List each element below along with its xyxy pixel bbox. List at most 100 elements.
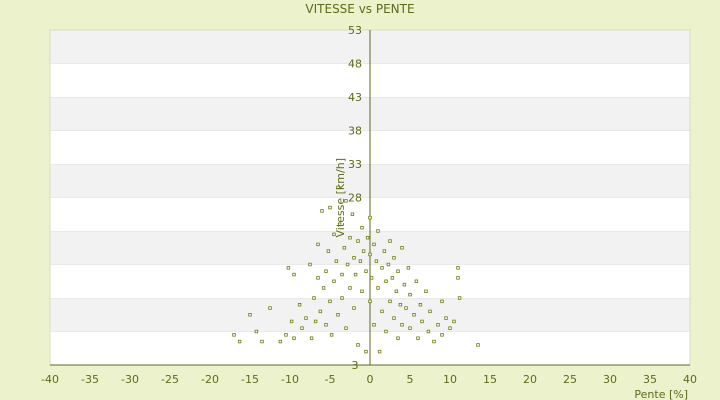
data-point	[372, 242, 376, 247]
data-point	[364, 349, 368, 354]
data-point	[424, 289, 428, 293]
data-point	[412, 313, 416, 317]
data-point	[320, 209, 324, 213]
data-point	[334, 259, 339, 263]
data-point	[384, 329, 388, 334]
data-point	[390, 276, 395, 280]
data-point	[440, 333, 444, 337]
data-point	[353, 272, 358, 277]
data-point	[358, 259, 363, 263]
data-point	[260, 339, 264, 344]
data-point	[318, 309, 323, 314]
data-point	[400, 323, 404, 327]
data-point	[404, 306, 408, 310]
x-tick-label: 25	[563, 373, 577, 386]
data-point	[361, 249, 366, 253]
data-point	[448, 326, 452, 330]
data-point	[388, 239, 392, 243]
data-point	[284, 333, 288, 337]
data-point	[348, 235, 352, 240]
x-axis-label: Pente [%]	[634, 388, 688, 400]
data-point	[348, 286, 352, 290]
y-tick-label: 53	[348, 24, 362, 37]
data-point	[336, 185, 340, 190]
data-point	[350, 212, 355, 216]
data-point	[418, 302, 423, 307]
data-point	[352, 306, 356, 310]
x-tick-label: 10	[443, 373, 457, 386]
y-axis-label: Vitesse [km/h]	[334, 158, 347, 238]
x-tick-label: -20	[201, 373, 219, 386]
data-point	[368, 299, 372, 304]
y-tick-label: 33	[348, 158, 362, 171]
scatter-points	[232, 185, 480, 354]
x-tick-label: -5	[325, 373, 336, 386]
data-point	[365, 235, 370, 240]
x-tick-label: -10	[281, 373, 299, 386]
data-point	[292, 336, 296, 340]
data-point	[337, 222, 342, 226]
data-point	[316, 276, 320, 280]
data-point	[392, 256, 396, 260]
data-point	[360, 225, 364, 230]
data-point	[336, 313, 340, 317]
data-point	[368, 215, 372, 220]
data-point	[368, 252, 372, 257]
x-tick-label: 40	[683, 373, 697, 386]
data-point	[380, 266, 384, 270]
data-point	[313, 319, 318, 324]
data-point	[400, 246, 404, 250]
data-point	[396, 336, 400, 340]
x-tick-label: 35	[643, 373, 657, 386]
data-point	[382, 249, 387, 253]
data-point	[386, 262, 391, 267]
data-point	[426, 329, 431, 334]
data-point	[268, 306, 272, 310]
data-point	[384, 279, 388, 283]
x-tick-label: -25	[161, 373, 179, 386]
data-point	[254, 329, 259, 334]
data-point	[398, 302, 403, 307]
y-tick-labels: 3 28 33 38 43 48 53	[348, 24, 362, 372]
x-tick-label: 15	[483, 373, 497, 386]
data-point	[324, 323, 328, 327]
data-point	[329, 333, 334, 337]
data-point	[312, 296, 316, 300]
data-point	[428, 309, 432, 314]
x-tick-label: -15	[241, 373, 259, 386]
data-point	[304, 316, 308, 320]
data-point	[316, 242, 320, 247]
data-point	[456, 266, 460, 270]
data-point	[432, 339, 436, 344]
y-tick-label: 43	[348, 91, 362, 104]
data-point	[328, 299, 332, 304]
data-point	[300, 326, 304, 330]
x-tick-label: 30	[603, 373, 617, 386]
data-point	[416, 336, 420, 340]
x-tick-label: 5	[407, 373, 414, 386]
x-tick-label: 0	[367, 373, 374, 386]
x-tick-label: 20	[523, 373, 537, 386]
data-point	[237, 339, 242, 344]
data-point	[308, 262, 312, 267]
data-point	[286, 266, 291, 270]
data-point	[340, 272, 344, 277]
data-point	[332, 279, 336, 283]
data-point	[452, 319, 456, 324]
data-point	[360, 289, 364, 293]
data-point	[406, 266, 411, 270]
data-point	[342, 246, 347, 250]
data-point	[476, 343, 480, 347]
data-point	[377, 349, 382, 354]
data-point	[457, 296, 462, 300]
y-tick-label: 28	[348, 192, 362, 205]
data-point	[380, 309, 384, 314]
data-point	[408, 292, 412, 297]
data-point	[356, 343, 360, 347]
x-tick-label: -35	[81, 373, 99, 386]
data-point	[440, 299, 444, 304]
data-point	[408, 326, 412, 330]
data-point	[344, 326, 348, 330]
data-point	[369, 276, 374, 280]
